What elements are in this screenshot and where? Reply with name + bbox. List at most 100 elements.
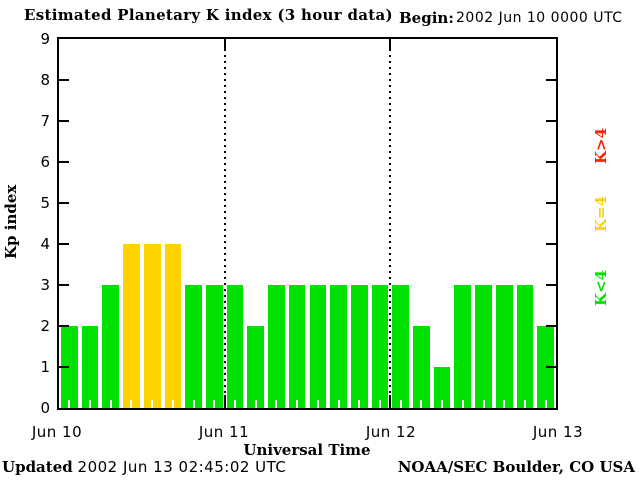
y-tick-right bbox=[546, 79, 556, 81]
kp-bar bbox=[247, 326, 265, 408]
kp-bar bbox=[309, 285, 327, 408]
legend-item-k-gt-4: K>4 bbox=[592, 127, 610, 165]
x-minor-tick bbox=[544, 400, 547, 408]
kp-bar bbox=[495, 285, 513, 408]
kp-bar bbox=[288, 285, 306, 408]
y-tick-left bbox=[59, 79, 69, 81]
updated-label: Updated bbox=[2, 458, 73, 476]
x-minor-tick bbox=[68, 400, 71, 408]
kp-bar bbox=[102, 285, 120, 408]
kp-bar bbox=[516, 285, 534, 408]
y-tick-right bbox=[546, 284, 556, 286]
kp-bar bbox=[392, 285, 410, 408]
y-tick-label: 1 bbox=[40, 358, 50, 376]
y-tick-label: 7 bbox=[40, 112, 50, 130]
x-major-tick-top bbox=[389, 39, 392, 49]
x-minor-tick bbox=[89, 400, 92, 408]
begin-value: 2002 Jun 10 0000 UTC bbox=[456, 10, 623, 26]
y-tick-right bbox=[546, 120, 556, 122]
x-minor-tick bbox=[337, 400, 340, 408]
x-axis-title: Universal Time bbox=[243, 441, 371, 459]
x-minor-tick bbox=[171, 400, 174, 408]
kp-bar bbox=[164, 244, 182, 408]
x-minor-tick bbox=[130, 400, 133, 408]
kp-bar bbox=[454, 285, 472, 408]
x-minor-tick bbox=[503, 400, 506, 408]
kp-bar bbox=[226, 285, 244, 408]
legend-item-k-eq-4: K=4 bbox=[592, 195, 610, 233]
y-tick-right bbox=[546, 325, 556, 327]
kp-bar bbox=[537, 326, 554, 408]
kp-bar bbox=[350, 285, 368, 408]
chart-title: Estimated Planetary K index (3 hour data… bbox=[24, 6, 393, 24]
x-major-tick-bottom bbox=[389, 395, 392, 408]
y-tick-label: 4 bbox=[40, 235, 50, 253]
x-minor-tick bbox=[213, 400, 216, 408]
y-tick-left bbox=[59, 120, 69, 122]
kp-bar bbox=[61, 326, 78, 408]
kp-bar bbox=[371, 285, 389, 408]
y-tick-label: 9 bbox=[40, 30, 50, 48]
kp-bar bbox=[413, 326, 430, 408]
kp-bar bbox=[123, 244, 140, 408]
x-minor-tick bbox=[399, 400, 402, 408]
y-tick-label: 0 bbox=[40, 399, 50, 417]
kp-bar bbox=[205, 285, 223, 408]
x-minor-tick bbox=[234, 400, 237, 408]
x-minor-tick bbox=[461, 400, 464, 408]
x-tick-label: Jun 10 bbox=[31, 423, 83, 441]
y-tick-right bbox=[546, 366, 556, 368]
legend-item-k-lt-4: K<4 bbox=[592, 269, 610, 307]
y-tick-left bbox=[59, 161, 69, 163]
y-tick-left bbox=[59, 325, 69, 327]
updated-value: 2002 Jun 13 02:45:02 UTC bbox=[77, 458, 287, 476]
x-tick-label: Jun 11 bbox=[198, 423, 250, 441]
y-tick-left bbox=[59, 202, 69, 204]
x-axis-labels: Jun 10 Jun 11 Jun 12 Jun 13 bbox=[0, 423, 640, 441]
kp-bar bbox=[185, 285, 202, 408]
x-minor-tick bbox=[109, 400, 112, 408]
y-axis-labels: 0 1 2 3 4 5 6 7 8 9 bbox=[0, 30, 50, 417]
x-minor-tick bbox=[192, 400, 195, 408]
x-minor-tick bbox=[296, 400, 299, 408]
y-tick-label: 2 bbox=[40, 317, 50, 335]
x-tick-label: Jun 13 bbox=[532, 423, 584, 441]
x-minor-tick bbox=[358, 400, 361, 408]
x-tick-label: Jun 12 bbox=[365, 423, 417, 441]
kp-bar bbox=[143, 244, 161, 408]
kp-bar bbox=[81, 326, 99, 408]
y-tick-label: 3 bbox=[40, 276, 50, 294]
plot-frame bbox=[57, 37, 558, 410]
day-gridline bbox=[389, 49, 392, 408]
x-major-tick-bottom bbox=[223, 395, 226, 408]
x-minor-tick bbox=[420, 400, 423, 408]
y-tick-right bbox=[546, 243, 556, 245]
x-minor-tick bbox=[441, 400, 444, 408]
kp-bar bbox=[433, 367, 451, 408]
y-tick-label: 5 bbox=[40, 194, 50, 212]
x-major-tick-top bbox=[223, 39, 226, 49]
y-tick-right bbox=[546, 202, 556, 204]
plot-inner bbox=[59, 39, 556, 408]
x-minor-tick bbox=[378, 400, 381, 408]
x-minor-tick bbox=[151, 400, 154, 408]
x-minor-tick bbox=[254, 400, 257, 408]
source-credit: NOAA/SEC Boulder, CO USA bbox=[397, 458, 635, 476]
x-minor-tick bbox=[316, 400, 319, 408]
y-tick-left bbox=[59, 366, 69, 368]
kp-bar bbox=[268, 285, 285, 408]
y-tick-right bbox=[546, 161, 556, 163]
day-gridline bbox=[223, 49, 226, 408]
x-minor-tick bbox=[523, 400, 526, 408]
begin-label: Begin: bbox=[399, 9, 454, 27]
kp-bar bbox=[475, 285, 492, 408]
x-minor-tick bbox=[275, 400, 278, 408]
y-tick-label: 8 bbox=[40, 71, 50, 89]
y-tick-left bbox=[59, 284, 69, 286]
y-tick-label: 6 bbox=[40, 153, 50, 171]
y-tick-left bbox=[59, 243, 69, 245]
updated-timestamp: Updated 2002 Jun 13 02:45:02 UTC bbox=[2, 458, 286, 476]
kp-bar bbox=[330, 285, 347, 408]
x-minor-tick bbox=[482, 400, 485, 408]
